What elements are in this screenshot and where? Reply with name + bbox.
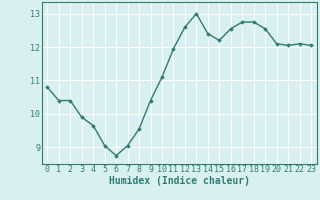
X-axis label: Humidex (Indice chaleur): Humidex (Indice chaleur) (109, 176, 250, 186)
